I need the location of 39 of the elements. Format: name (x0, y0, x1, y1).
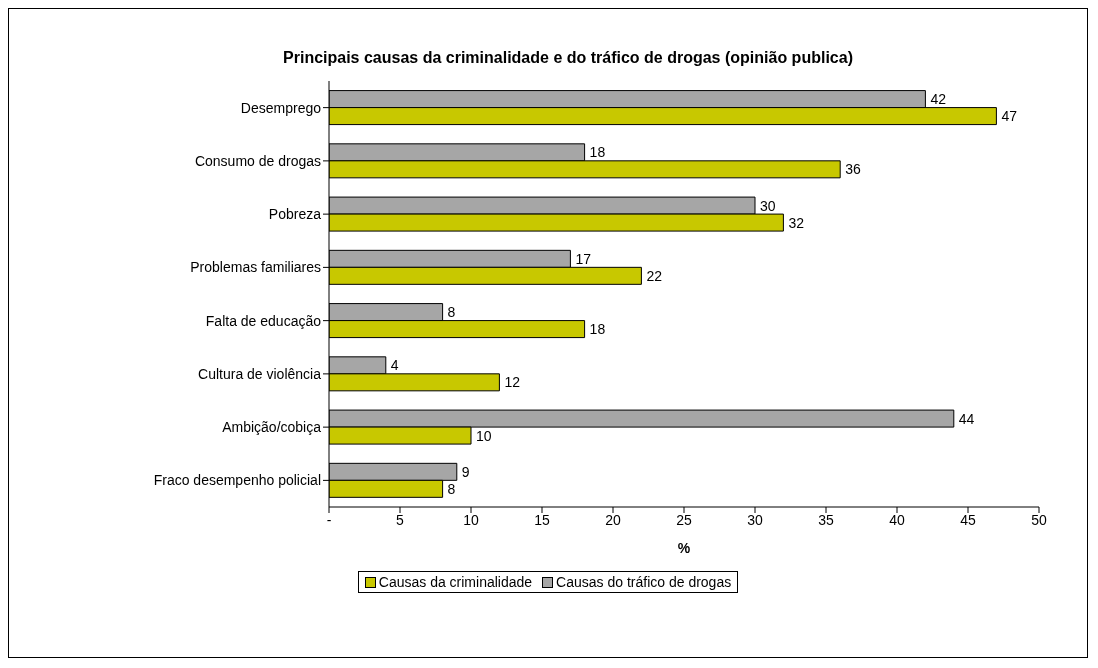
data-label: 12 (504, 374, 521, 391)
y-tick-label: Problemas familiares (190, 259, 321, 276)
x-tick-label: 45 (960, 511, 976, 528)
y-tick-label: Desemprego (240, 99, 322, 116)
y-tick-label: Pobreza (268, 206, 322, 223)
data-label: 22 (646, 267, 663, 284)
x-tick-label: 20 (605, 511, 621, 528)
x-axis-title: % (677, 540, 691, 556)
x-tick-label: 30 (747, 511, 763, 528)
data-label: 18 (589, 321, 606, 338)
y-tick-label: Consumo de drogas (194, 152, 321, 169)
data-label: 30 (760, 197, 776, 214)
x-tick-label: 50 (1031, 511, 1047, 528)
data-label: 32 (788, 214, 805, 231)
data-label: 47 (1001, 108, 1018, 125)
y-tick-label: Cultura de violência (198, 365, 322, 382)
chart-title: Principais causas da criminalidade e do tráfico de drogas (opinião publica) (282, 49, 854, 67)
x-tick-label: 40 (889, 511, 905, 528)
x-tick-label: 35 (818, 511, 834, 528)
data-label: 17 (575, 250, 592, 267)
data-label: 9 (461, 463, 470, 480)
data-label: 10 (476, 427, 492, 444)
x-tick-label: - (326, 511, 332, 528)
data-label: 42 (930, 91, 947, 108)
y-tick-label: Fraco desempenho policial (153, 472, 321, 489)
data-label: 44 (958, 410, 975, 427)
data-label: 8 (447, 304, 456, 321)
data-label: 18 (589, 144, 606, 161)
data-label: 36 (845, 161, 861, 178)
y-tick-label: Ambição/cobiça (222, 419, 322, 436)
legend-label: Causas do tráfico de drogas (556, 574, 732, 590)
x-tick-label: 15 (534, 511, 550, 528)
data-label: 8 (447, 480, 456, 497)
legend-label: Causas da criminalidade (378, 574, 533, 590)
x-tick-label: 10 (463, 511, 479, 528)
x-tick-label: 25 (676, 511, 692, 528)
x-tick-label: 5 (396, 511, 405, 528)
data-label: 4 (390, 357, 399, 374)
y-tick-label: Falta de educação (205, 312, 322, 329)
